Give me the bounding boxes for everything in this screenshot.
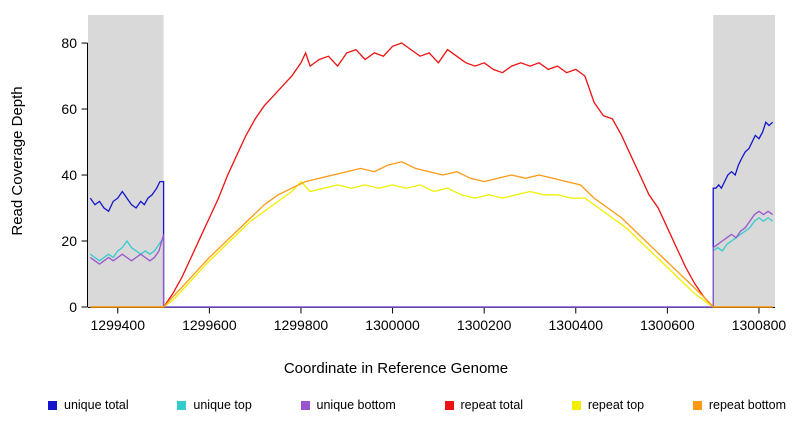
- series-unique-bottom: [89, 210, 774, 308]
- legend-swatch-unique-top: [177, 400, 187, 410]
- legend-label: unique total: [64, 398, 129, 412]
- x-axis-title: Coordinate in Reference Genome: [283, 360, 509, 377]
- shaded-region-1: [713, 15, 775, 307]
- legend-label: unique top: [193, 398, 252, 412]
- y-tick-label: 60: [61, 101, 77, 117]
- series-repeat-total: [90, 42, 773, 308]
- series-repeat-top: [90, 180, 773, 308]
- legend-label: repeat total: [460, 398, 524, 412]
- legend: unique total unique top unique bottom repea…: [48, 398, 786, 412]
- x-tick-label: 1300200: [457, 317, 512, 333]
- legend-swatch-repeat-bottom: [692, 400, 702, 410]
- legend-item-repeat-top: repeat top: [571, 398, 645, 412]
- x-tick-label: 1300800: [732, 317, 787, 333]
- x-tick-label: 1299800: [274, 317, 329, 333]
- x-tick-label: 1300000: [365, 317, 420, 333]
- x-tick-label: 1300400: [549, 317, 604, 333]
- y-tick-label: 0: [69, 299, 77, 315]
- legend-swatch-unique-total: [48, 400, 57, 410]
- x-tick-label: 1299400: [91, 317, 146, 333]
- legend-item-unique-bottom: unique bottom: [300, 398, 396, 412]
- x-tick-label: 1299600: [182, 317, 237, 333]
- legend-label: repeat top: [587, 398, 645, 412]
- legend-label: unique bottom: [316, 398, 396, 412]
- series-repeat-bottom: [90, 161, 773, 308]
- legend-item-unique-top: unique top: [177, 398, 252, 412]
- series-unique-top: [89, 217, 774, 308]
- y-tick-label: 20: [61, 233, 77, 249]
- legend-swatch-repeat-total: [444, 400, 454, 410]
- legend-label: repeat bottom: [708, 398, 786, 412]
- legend-swatch-repeat-top: [571, 400, 581, 410]
- y-axis-title: Read Coverage Depth: [9, 86, 26, 235]
- legend-item-repeat-total: repeat total: [444, 398, 524, 412]
- y-tick-label: 40: [61, 167, 77, 183]
- legend-item-unique-total: unique total: [48, 398, 129, 412]
- x-tick-label: 1300600: [640, 317, 695, 333]
- legend-swatch-unique-bottom: [300, 400, 310, 410]
- coverage-plot: 1299400 1299600 1299800 1300000 1300200 13004…: [9, 15, 787, 333]
- y-tick-label: 80: [61, 35, 77, 51]
- shaded-region-0: [88, 15, 164, 307]
- legend-item-repeat-bottom: repeat bottom: [692, 398, 786, 412]
